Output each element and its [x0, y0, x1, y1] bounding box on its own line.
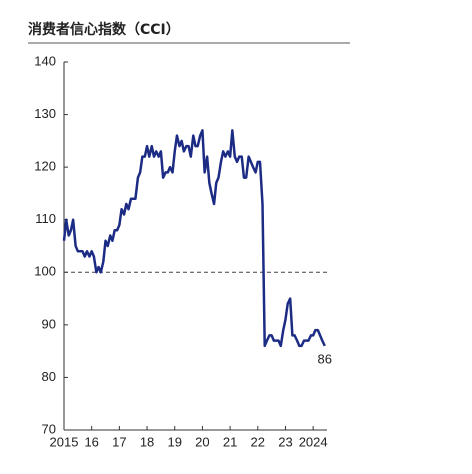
y-tick-label: 90: [42, 316, 56, 331]
value-label: 86: [318, 351, 332, 366]
x-tick-label: 18: [140, 434, 154, 449]
x-tick-label: 2024: [299, 434, 328, 449]
x-tick-label: 17: [112, 434, 126, 449]
y-tick-label: 110: [35, 211, 56, 226]
x-tick-label: 19: [168, 434, 182, 449]
x-tick-label: 2015: [50, 434, 79, 449]
x-tick-label: 23: [278, 434, 292, 449]
x-tick-label: 20: [195, 434, 209, 449]
x-tick-label: 16: [84, 434, 98, 449]
y-tick-label: 80: [42, 369, 56, 384]
y-tick-label: 100: [34, 264, 56, 279]
y-tick-label: 130: [34, 106, 56, 121]
y-tick-label: 70: [42, 421, 56, 436]
x-tick-label: 22: [251, 434, 265, 449]
data-line: [62, 129, 326, 348]
chart-title: 消费者信心指数（CCI）: [28, 21, 180, 38]
y-tick-label: 120: [34, 159, 56, 174]
y-tick-label: 140: [34, 53, 56, 68]
x-tick-label: 21: [223, 434, 237, 449]
